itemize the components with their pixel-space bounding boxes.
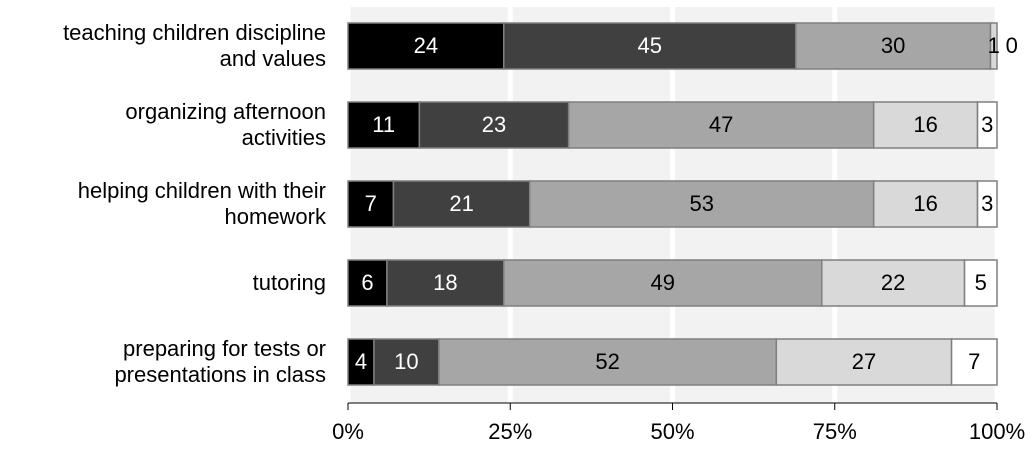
category-label: helping children with their homework [77, 178, 326, 229]
value-label: 5 [975, 270, 987, 295]
bar-segment [347, 22, 505, 70]
bar-segment [775, 338, 953, 386]
bar-segment [989, 22, 998, 70]
bar-segment [567, 101, 875, 149]
value-label: 4 [355, 349, 367, 374]
value-label: 1 [988, 33, 1000, 58]
bar-segment [347, 338, 375, 386]
value-label: 10 [394, 349, 418, 374]
x-tick-label: 100% [969, 419, 1025, 444]
bar-segment [795, 22, 992, 70]
value-label: 16 [913, 112, 937, 137]
bar-segment [373, 338, 440, 386]
bar-segment [438, 338, 778, 386]
bar-segment [392, 180, 531, 228]
value-label: 7 [365, 191, 377, 216]
category-label: tutoring [252, 270, 326, 295]
value-label: 47 [709, 112, 733, 137]
x-tick-label: 25% [488, 419, 532, 444]
bar-segment [976, 101, 998, 149]
bar-segment [386, 259, 505, 307]
x-tick-label: 0% [332, 419, 364, 444]
value-label: 21 [449, 191, 473, 216]
bar-segment [347, 180, 395, 228]
value-label: 45 [638, 33, 662, 58]
value-label: 6 [361, 270, 373, 295]
bar-segment [963, 259, 998, 307]
value-label: 52 [595, 349, 619, 374]
value-label: 11 [372, 112, 395, 137]
value-label: 27 [852, 349, 876, 374]
bar-segment [418, 101, 570, 149]
value-label: 7 [968, 349, 980, 374]
value-label: 23 [482, 112, 506, 137]
value-label: 22 [881, 270, 905, 295]
bar-segment [503, 259, 823, 307]
value-label: 30 [881, 33, 905, 58]
bar-segment [950, 338, 998, 386]
value-label: 16 [913, 191, 937, 216]
x-tick-label: 50% [650, 419, 694, 444]
category-label: teaching children discipline and values [63, 20, 326, 71]
value-label: 3 [981, 112, 993, 137]
x-tick-label: 75% [813, 419, 857, 444]
category-label: preparing for tests or presentations in … [114, 336, 326, 387]
value-label: 3 [981, 191, 993, 216]
bar-segment [347, 101, 421, 149]
value-label: 18 [433, 270, 457, 295]
value-label: 0 [1006, 33, 1018, 58]
bar-segment [976, 180, 998, 228]
value-label: 49 [651, 270, 675, 295]
bar-segment [821, 259, 966, 307]
bar-segment [347, 259, 388, 307]
category-label: organizing afternoon activities [125, 99, 326, 150]
value-label: 53 [689, 191, 713, 216]
value-label: 24 [414, 33, 438, 58]
